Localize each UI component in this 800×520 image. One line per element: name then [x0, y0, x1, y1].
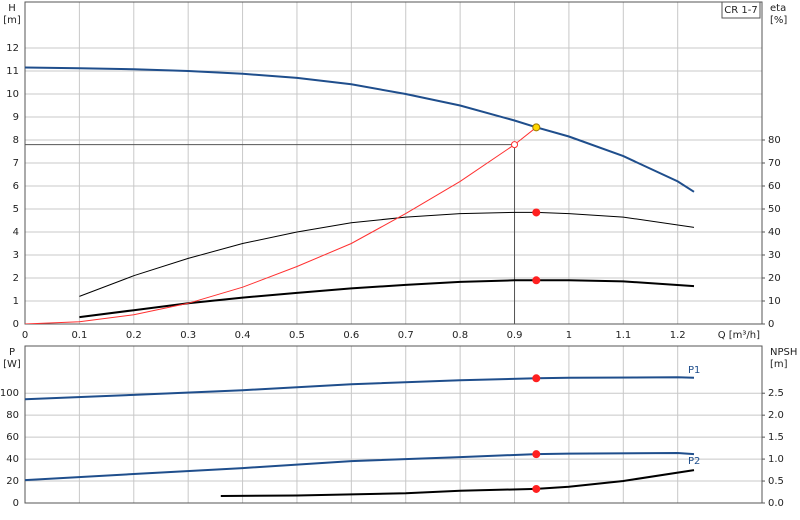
y2-tick-label: 20: [768, 273, 781, 284]
y-tick-label: 5: [13, 204, 19, 215]
y2-tick-label: 0.0: [768, 498, 784, 509]
plot-frame: [24, 1, 763, 325]
x-axis-title: Q [m³/h]: [718, 330, 760, 341]
operating-point: [511, 141, 519, 149]
y2-tick-label: 70: [768, 158, 781, 169]
y2-tick-label: 2.5: [768, 388, 784, 399]
x-tick-label: 1: [566, 330, 572, 341]
operating-point: [532, 450, 541, 459]
operating-point: [532, 484, 541, 493]
y-tick-label: 3: [13, 250, 19, 261]
y2-tick-label: 50: [768, 204, 781, 215]
operating-point: [532, 123, 541, 132]
y-tick-label: 9: [13, 112, 19, 123]
y-tick-label: 2: [13, 273, 19, 284]
y2-axis-unit: [%]: [770, 15, 787, 26]
series-line: [79, 211, 695, 297]
y2-tick-label: 0: [768, 319, 774, 330]
y-axis-unit: [m]: [3, 15, 21, 26]
x-tick-label: 0.6: [343, 330, 359, 341]
x-tick-label: 1.2: [670, 330, 686, 341]
y-tick-label: 7: [13, 158, 19, 169]
y2-tick-label: 1.0: [768, 454, 784, 465]
x-tick-label: 0.7: [398, 330, 414, 341]
operating-point: [532, 208, 541, 217]
x-tick-label: 0.2: [126, 330, 142, 341]
y2-axis-unit: [m]: [770, 359, 788, 370]
series-label: P1: [688, 365, 700, 376]
x-tick-label: 0.3: [180, 330, 196, 341]
x-tick-label: 0.4: [235, 330, 251, 341]
y2-axis-title: NPSH: [770, 347, 797, 358]
series-label: P2: [688, 456, 700, 467]
y2-tick-label: 40: [768, 227, 781, 238]
series-line: [79, 279, 695, 319]
x-tick-label: 1.1: [615, 330, 631, 341]
y2-tick-label: 60: [768, 181, 781, 192]
y-tick-label: 6: [13, 181, 19, 192]
x-tick-label: 0.9: [507, 330, 523, 341]
series-line: [25, 376, 695, 401]
plot-frame: [24, 345, 763, 504]
y-tick-label: 8: [13, 135, 19, 146]
y-tick-label: 60: [6, 432, 19, 443]
y-tick-label: 12: [6, 43, 19, 54]
y2-tick-label: 1.5: [768, 432, 784, 443]
y2-tick-label: 10: [768, 296, 781, 307]
x-tick-label: 0: [22, 330, 28, 341]
y-tick-label: 80: [6, 410, 19, 421]
chart-label: CR 1-7: [724, 5, 757, 16]
y-tick-label: 40: [6, 454, 19, 465]
y-tick-label: 10: [6, 89, 19, 100]
y-tick-label: 11: [6, 66, 19, 77]
x-tick-label: 0.5: [289, 330, 305, 341]
y-axis-title: P: [9, 347, 15, 358]
y-tick-label: 0: [13, 319, 19, 330]
x-tick-label: 0.1: [71, 330, 87, 341]
x-tick-label: 0.8: [452, 330, 468, 341]
y2-tick-label: 0.5: [768, 476, 784, 487]
y-tick-label: 100: [0, 388, 19, 399]
y2-tick-label: 30: [768, 250, 781, 261]
operating-point: [532, 374, 541, 383]
series-line: [220, 469, 695, 497]
y-tick-label: 1: [13, 296, 19, 307]
y2-tick-label: 80: [768, 135, 781, 146]
series-line: [25, 126, 537, 324]
y-axis-unit: [W]: [3, 359, 21, 370]
y2-tick-label: 2.0: [768, 410, 784, 421]
label-box: [721, 1, 761, 19]
y-tick-label: 4: [13, 227, 19, 238]
operating-point: [532, 276, 541, 285]
series-line: [25, 66, 695, 193]
y-tick-label: 20: [6, 476, 19, 487]
y2-axis-title: eta: [770, 3, 786, 14]
series-line: [25, 451, 695, 482]
y-axis-title: H: [8, 3, 16, 14]
y-tick-label: 0: [13, 498, 19, 509]
